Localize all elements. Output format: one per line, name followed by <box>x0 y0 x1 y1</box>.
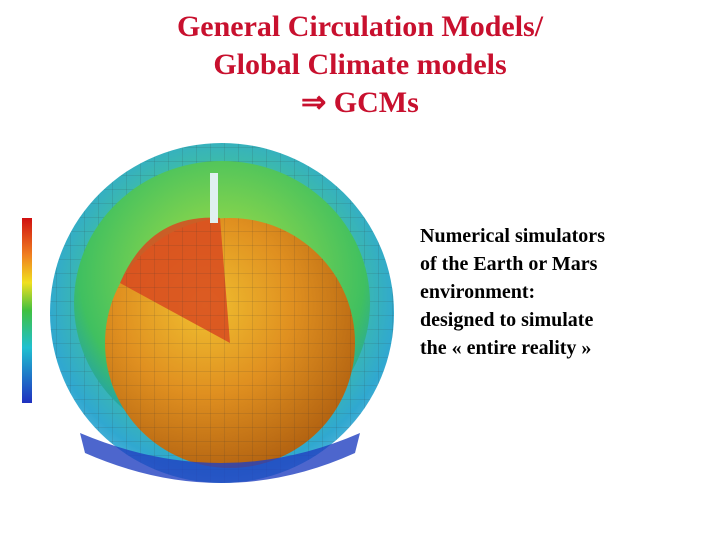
core-grid <box>105 218 355 468</box>
body-line: environment: <box>420 281 536 303</box>
title-line: Global Climate models <box>213 48 507 81</box>
body-line: the « entire reality » <box>420 337 592 359</box>
bottom-band <box>80 433 360 483</box>
body-line: designed to simulate <box>420 309 594 331</box>
title-line: General Circulation Models/ <box>176 10 544 43</box>
color-bar <box>22 218 32 403</box>
cut-edge <box>210 173 218 223</box>
gcm-illustration <box>22 143 394 483</box>
title-line: ⇒ GCMs <box>301 86 419 119</box>
body-line: of the Earth or Mars <box>420 253 598 275</box>
body-line: Numerical simulators <box>420 225 605 247</box>
